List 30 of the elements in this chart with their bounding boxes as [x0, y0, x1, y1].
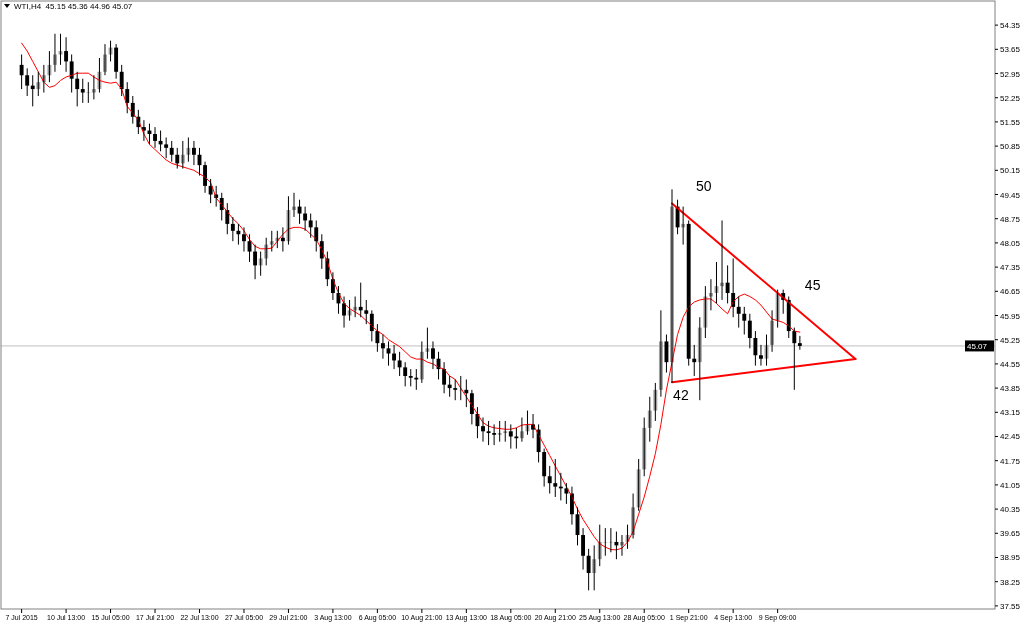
- y-tick-label: 39.65: [1000, 529, 1021, 539]
- y-tick-label: 54.35: [1000, 21, 1021, 31]
- chart-title: WTI,H4 45.15 45.36 44.96 45.07: [14, 2, 133, 11]
- y-tick-label: 45.25: [1000, 335, 1021, 345]
- y-tick-label: 44.55: [1000, 359, 1021, 369]
- y-tick-label: 41.75: [1000, 456, 1021, 466]
- y-tick-label: 40.35: [1000, 505, 1021, 515]
- y-tick-label: 47.35: [1000, 263, 1021, 273]
- y-tick-label: 52.25: [1000, 93, 1021, 103]
- y-tick-label: 50.85: [1000, 142, 1021, 152]
- y-tick-label: 43.15: [1000, 408, 1021, 418]
- y-tick-label: 37.55: [1000, 601, 1021, 611]
- y-tick-label: 38.95: [1000, 553, 1021, 563]
- y-tick-label: 45.95: [1000, 311, 1021, 321]
- y-tick-label: 48.75: [1000, 214, 1021, 224]
- annotation: 50: [695, 177, 712, 194]
- annotation: 42: [673, 386, 689, 403]
- annotation: 45: [804, 276, 821, 293]
- y-tick-label: 42.45: [1000, 432, 1021, 442]
- y-tick-label: 49.45: [1000, 190, 1021, 200]
- y-tick-label: 50.15: [1000, 166, 1021, 176]
- y-tick-label: 52.95: [1000, 69, 1021, 79]
- y-tick-label: 43.85: [1000, 384, 1021, 394]
- y-tick-label: 46.65: [1000, 287, 1021, 297]
- ref-line-label: 45.07: [967, 341, 988, 351]
- y-tick-label: 51.55: [1000, 117, 1021, 127]
- y-tick-label: 48.05: [1000, 238, 1021, 248]
- y-tick-label: 38.25: [1000, 577, 1021, 587]
- y-tick-label: 53.65: [1000, 45, 1021, 55]
- y-tick-label: 41.05: [1000, 480, 1021, 490]
